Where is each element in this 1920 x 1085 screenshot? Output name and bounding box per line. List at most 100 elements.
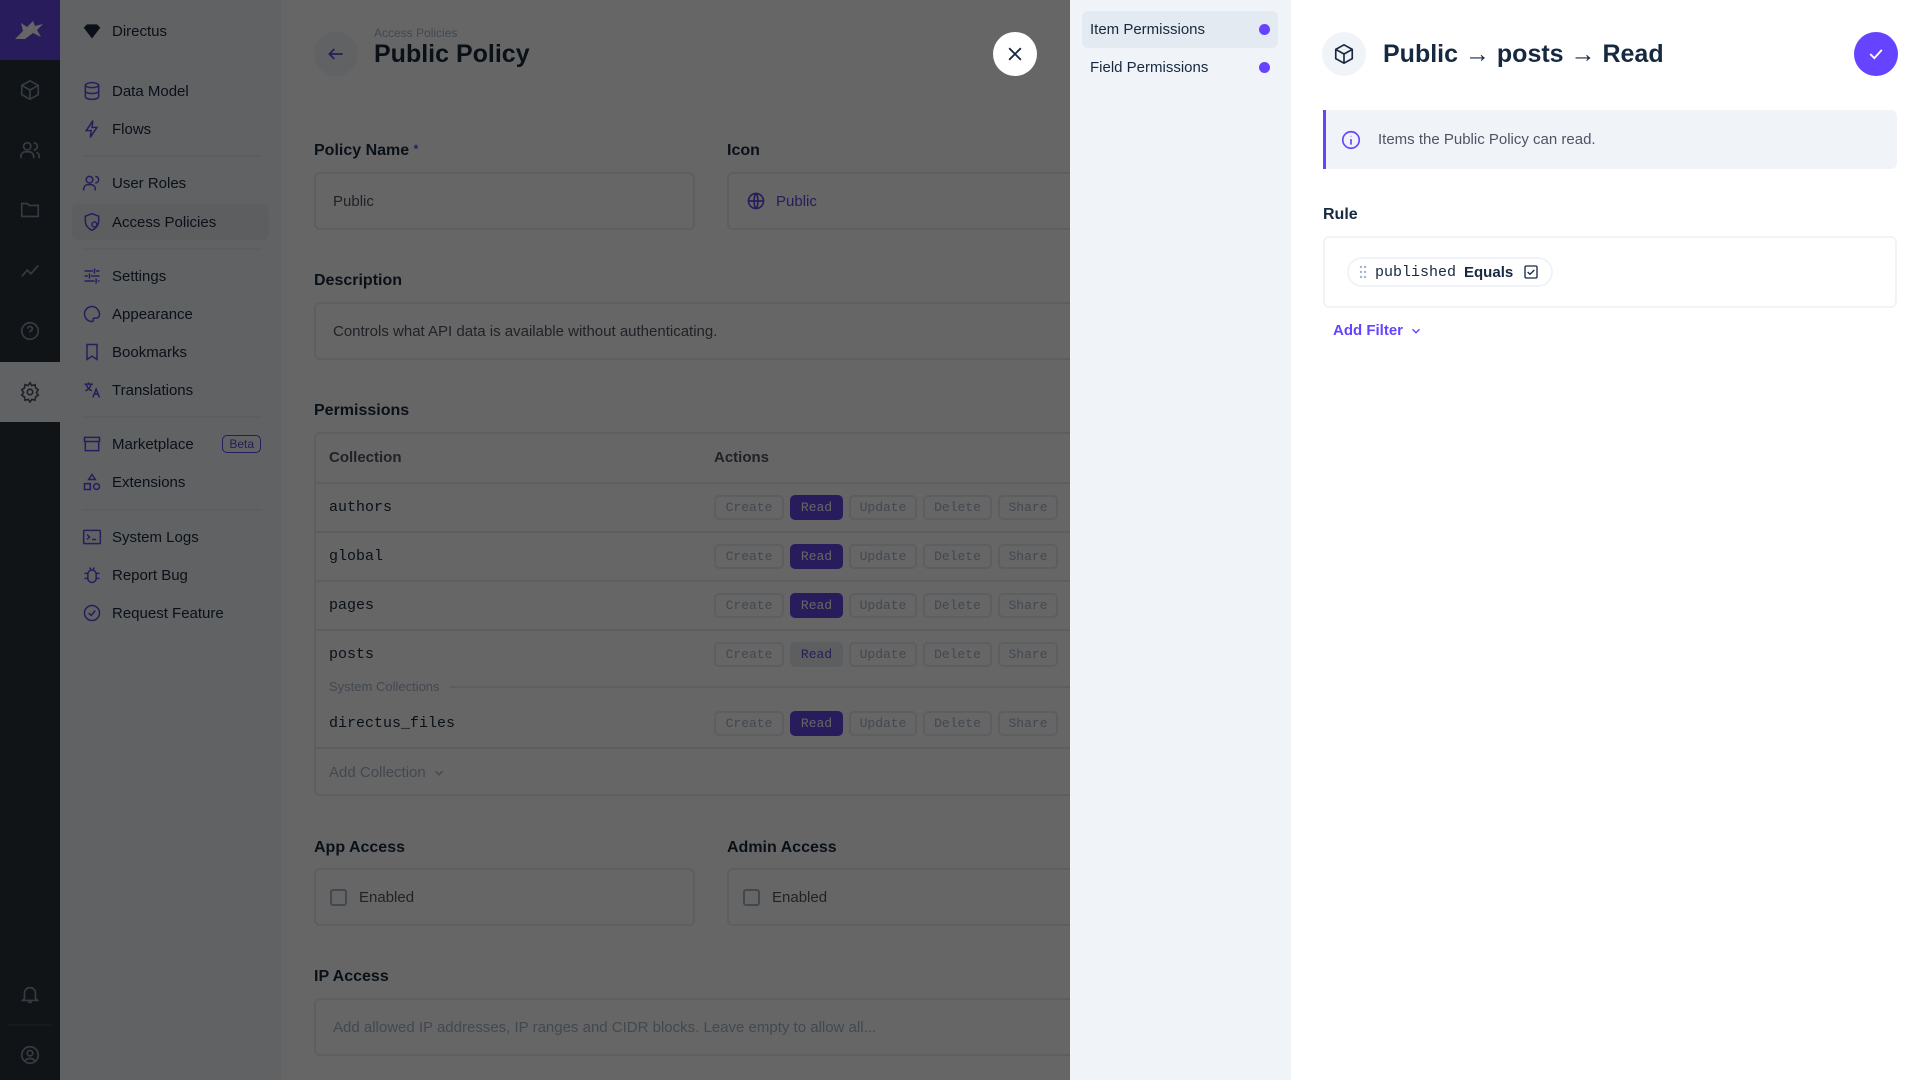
action-read-button[interactable]: Read — [790, 494, 843, 520]
tab-field-permissions[interactable]: Field Permissions — [1082, 49, 1278, 86]
back-button[interactable] — [314, 32, 358, 76]
project-name[interactable]: Directus — [72, 13, 269, 49]
action-delete-button[interactable]: Delete — [923, 543, 992, 569]
action-create-button[interactable]: Create — [714, 494, 784, 520]
filter-operator[interactable]: Equals — [1464, 263, 1514, 281]
add-collection-button[interactable]: Add Collection — [329, 764, 446, 781]
action-create-button[interactable]: Create — [714, 710, 784, 736]
files-icon[interactable] — [0, 180, 60, 240]
description-input[interactable]: Controls what API data is available with… — [314, 302, 1134, 360]
users-icon[interactable] — [0, 120, 60, 180]
terminal-icon — [82, 529, 102, 545]
extension-icon — [83, 473, 101, 491]
nav-item-bookmarks[interactable]: Bookmarks — [72, 334, 269, 370]
admin-access-checkbox[interactable]: Enabled — [727, 868, 1127, 926]
help-icon[interactable] — [0, 301, 60, 361]
ip-access-label: IP Access — [314, 968, 389, 985]
drawer-navigation: Item Permissions Field Permissions — [1070, 0, 1291, 1080]
status-dot — [1259, 24, 1270, 35]
settings-icon[interactable] — [0, 362, 60, 422]
filter-chip[interactable]: published Equals — [1347, 257, 1554, 287]
nav-item-translations[interactable]: Translations — [72, 372, 269, 408]
collection-name[interactable]: authors — [329, 498, 393, 516]
nav-label: User Roles — [112, 174, 187, 192]
collection-icon — [1322, 32, 1366, 76]
nav-item-marketplace[interactable]: Marketplace Beta — [72, 426, 269, 462]
public-icon — [747, 192, 765, 210]
action-delete-button[interactable]: Delete — [923, 641, 992, 667]
action-update-button[interactable]: Update — [849, 494, 917, 520]
nav-item-extensions[interactable]: Extensions — [72, 464, 269, 500]
drag-handle-icon[interactable] — [1359, 265, 1367, 279]
action-create-button[interactable]: Create — [714, 592, 784, 618]
action-update-button[interactable]: Update — [849, 710, 917, 736]
collection-name[interactable]: posts — [329, 645, 375, 663]
page-title: Public Policy — [374, 40, 530, 68]
nav-item-access-policies[interactable]: Access Policies — [72, 204, 269, 240]
description-label: Description — [314, 272, 403, 289]
action-share-button[interactable]: Share — [998, 494, 1058, 520]
add-filter-button[interactable]: Add Filter — [1333, 322, 1423, 339]
table-row: authors Create Read Update Delete Share — [316, 482, 1112, 530]
action-delete-button[interactable]: Delete — [923, 710, 992, 736]
insights-icon[interactable] — [0, 241, 60, 301]
icon-select[interactable]: Public — [727, 172, 1127, 230]
nav-divider — [82, 155, 262, 157]
translate-icon — [84, 382, 101, 398]
storefront-icon — [83, 436, 101, 452]
row-divider — [316, 747, 1112, 749]
nav-item-data-model[interactable]: Data Model — [72, 73, 269, 109]
admin-access-label: Admin Access — [727, 839, 837, 856]
notifications-icon[interactable] — [0, 964, 60, 1024]
verified-icon — [83, 604, 101, 622]
policy-name-input[interactable]: Public — [314, 172, 695, 230]
action-share-button[interactable]: Share — [998, 543, 1058, 569]
action-update-button[interactable]: Update — [849, 543, 917, 569]
action-create-button[interactable]: Create — [714, 543, 784, 569]
directus-logo[interactable] — [0, 0, 60, 60]
close-drawer-button[interactable] — [993, 32, 1037, 76]
content-icon[interactable] — [0, 60, 60, 120]
nav-item-appearance[interactable]: Appearance — [72, 296, 269, 332]
checkbox-checked-icon[interactable] — [1523, 264, 1539, 280]
nav-item-flows[interactable]: Flows — [72, 111, 269, 147]
user-profile-icon[interactable] — [0, 1025, 60, 1085]
action-update-button[interactable]: Update — [849, 641, 917, 667]
nav-item-user-roles[interactable]: User Roles — [72, 165, 269, 201]
action-read-button[interactable]: Read — [790, 543, 843, 569]
nav-item-settings[interactable]: Settings — [72, 258, 269, 294]
nav-item-request-feature[interactable]: Request Feature — [72, 595, 269, 631]
app-access-checkbox[interactable]: Enabled — [314, 868, 695, 926]
app-access-label: App Access — [314, 839, 405, 856]
database-icon — [84, 81, 100, 101]
tab-item-permissions[interactable]: Item Permissions — [1082, 11, 1278, 48]
arrow-back-icon — [328, 48, 343, 60]
action-delete-button[interactable]: Delete — [923, 592, 992, 618]
module-bar — [0, 0, 60, 1080]
collection-name[interactable]: directus_files — [329, 714, 456, 732]
ip-access-input[interactable]: Add allowed IP addresses, IP ranges and … — [314, 998, 1134, 1056]
settings-navigation: Directus Data Model Flows User Roles Acc… — [60, 0, 281, 1080]
nav-item-system-logs[interactable]: System Logs — [72, 519, 269, 555]
action-read-button[interactable]: Read — [790, 641, 843, 667]
filter-field[interactable]: published — [1375, 263, 1457, 281]
action-read-button[interactable]: Read — [790, 710, 843, 736]
action-create-button[interactable]: Create — [714, 641, 784, 667]
action-share-button[interactable]: Share — [998, 592, 1058, 618]
action-read-button[interactable]: Read — [790, 592, 843, 618]
check-icon — [1869, 49, 1883, 60]
collection-name[interactable]: global — [329, 547, 384, 565]
icon-value: Public — [776, 192, 817, 210]
action-delete-button[interactable]: Delete — [923, 494, 992, 520]
action-update-button[interactable]: Update — [849, 592, 917, 618]
nav-item-report-bug[interactable]: Report Bug — [72, 557, 269, 593]
action-share-button[interactable]: Share — [998, 710, 1058, 736]
action-share-button[interactable]: Share — [998, 641, 1058, 667]
permissions-table: Collection Actions authors Create Read Upda… — [314, 432, 1114, 796]
box-icon — [1334, 43, 1354, 65]
collection-name[interactable]: pages — [329, 596, 375, 614]
save-button[interactable] — [1854, 32, 1898, 76]
drawer-title: Public → posts → Read — [1383, 40, 1664, 68]
breadcrumb[interactable]: Access Policies — [374, 26, 458, 40]
column-actions: Actions — [714, 449, 770, 466]
